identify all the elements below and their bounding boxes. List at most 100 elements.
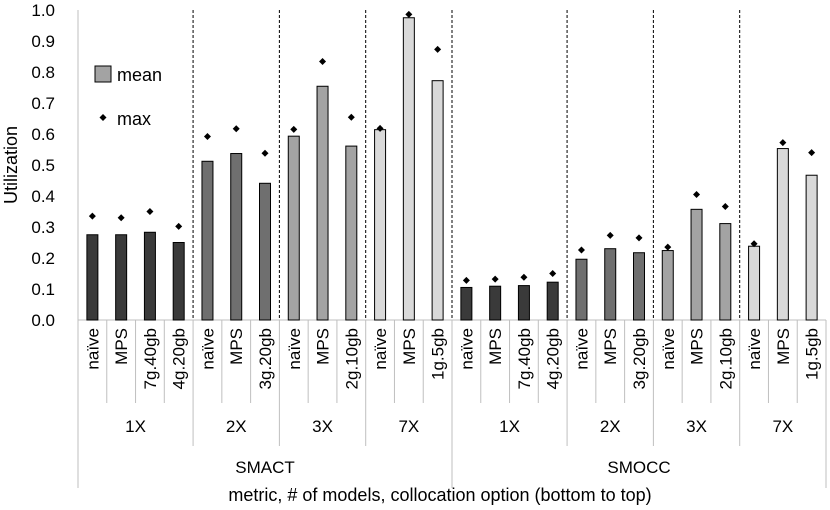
mean-bar (431, 80, 444, 321)
option-label: 1g.5gb (429, 328, 448, 380)
mean-bar (805, 174, 818, 321)
model-count-label: 7X (772, 417, 793, 436)
option-label: naïve (198, 328, 217, 370)
y-tick-label: 0.6 (31, 125, 55, 144)
model-count-label: 2X (226, 417, 247, 436)
option-label: 2g.10gb (342, 328, 361, 389)
y-tick-label: 0.4 (31, 187, 55, 206)
option-label: MPS (400, 328, 419, 365)
max-marker (808, 149, 816, 157)
legend-max-label: max (117, 109, 151, 129)
max-marker (290, 125, 298, 133)
max-marker (175, 222, 183, 230)
mean-bar (776, 148, 789, 321)
y-tick-label: 0.5 (31, 156, 55, 175)
y-axis-title: Utilization (1, 126, 21, 204)
max-marker (203, 132, 211, 140)
mean-bar (402, 17, 415, 321)
max-marker (347, 113, 355, 121)
model-count-label: 1X (499, 417, 520, 436)
mean-bar (719, 223, 732, 321)
mean-bar (86, 234, 99, 321)
option-label: 3g.20gb (256, 328, 275, 389)
y-tick-label: 1.0 (31, 1, 55, 20)
option-label: MPS (688, 328, 707, 365)
mean-bar (748, 245, 761, 321)
max-marker (721, 203, 729, 211)
model-count-label: 2X (600, 417, 621, 436)
max-marker (405, 10, 413, 18)
option-label: MPS (314, 328, 333, 365)
legend-mean-swatch (94, 65, 112, 83)
option-label: naïve (457, 328, 476, 370)
option-label: naïve (285, 328, 304, 370)
max-marker (549, 270, 557, 277)
max-marker (261, 149, 269, 157)
mean-bar (115, 234, 128, 321)
max-marker (376, 124, 384, 132)
mean-bar (661, 250, 674, 321)
option-label: MPS (227, 328, 246, 365)
option-label: MPS (486, 328, 505, 365)
option-label: 7g.40gb (141, 328, 160, 389)
max-marker (146, 208, 154, 215)
max-marker (779, 139, 787, 147)
model-count-label: 3X (312, 417, 333, 436)
max-marker (232, 125, 240, 133)
max-marker (117, 214, 125, 222)
model-count-label: 7X (398, 417, 419, 436)
mean-bar (633, 252, 645, 321)
max-marker (319, 57, 327, 65)
y-tick-label: 0.8 (31, 63, 55, 82)
y-tick-label: 0.3 (31, 218, 55, 237)
model-count-label: 3X (686, 417, 707, 436)
bar-layer (86, 10, 818, 321)
y-tick-label: 0.9 (31, 32, 55, 51)
y-tick-label: 0.0 (31, 311, 55, 330)
y-tick-label: 0.1 (31, 280, 55, 299)
option-label: 4g.20gb (170, 328, 189, 389)
mean-bar (230, 153, 243, 321)
max-marker (606, 231, 614, 239)
legend-mean-label: mean (117, 65, 162, 85)
max-marker (88, 212, 96, 220)
option-label: 4g.20gb (544, 328, 563, 389)
max-marker (635, 234, 643, 242)
option-label: 7g.40gb (515, 328, 534, 389)
option-label: naïve (371, 328, 390, 370)
mean-bar (345, 145, 358, 321)
mean-bar (690, 208, 703, 321)
mean-bar (143, 231, 156, 321)
max-marker (434, 45, 442, 53)
metric-label: SMOCC (607, 458, 670, 477)
option-label: naïve (572, 328, 591, 370)
max-marker (520, 273, 528, 281)
mean-bar (259, 182, 271, 321)
option-label: MPS (112, 328, 131, 365)
max-marker (462, 276, 470, 284)
mean-bar (316, 85, 329, 321)
max-marker (750, 240, 758, 248)
mean-bar (374, 129, 387, 321)
mean-bar (575, 258, 588, 321)
max-marker (693, 190, 701, 198)
mean-bar (546, 281, 559, 321)
option-label: 1g.5gb (803, 328, 822, 380)
option-label: 2g.10gb (716, 328, 735, 389)
model-count-label: 1X (125, 417, 146, 436)
legend: mean max (94, 65, 162, 129)
option-label: naïve (745, 328, 764, 370)
max-marker (577, 246, 585, 254)
metric-label: SMACT (235, 458, 295, 477)
max-marker (664, 243, 672, 251)
y-tick-label: 0.2 (31, 249, 55, 268)
mean-bar (604, 248, 617, 321)
mean-bar (172, 242, 185, 321)
mean-bar (489, 285, 502, 321)
option-label: naïve (659, 328, 678, 370)
mean-bar (460, 286, 473, 321)
mean-bar (201, 160, 214, 321)
max-marker (491, 275, 499, 283)
option-label: 3g.20gb (630, 328, 649, 389)
